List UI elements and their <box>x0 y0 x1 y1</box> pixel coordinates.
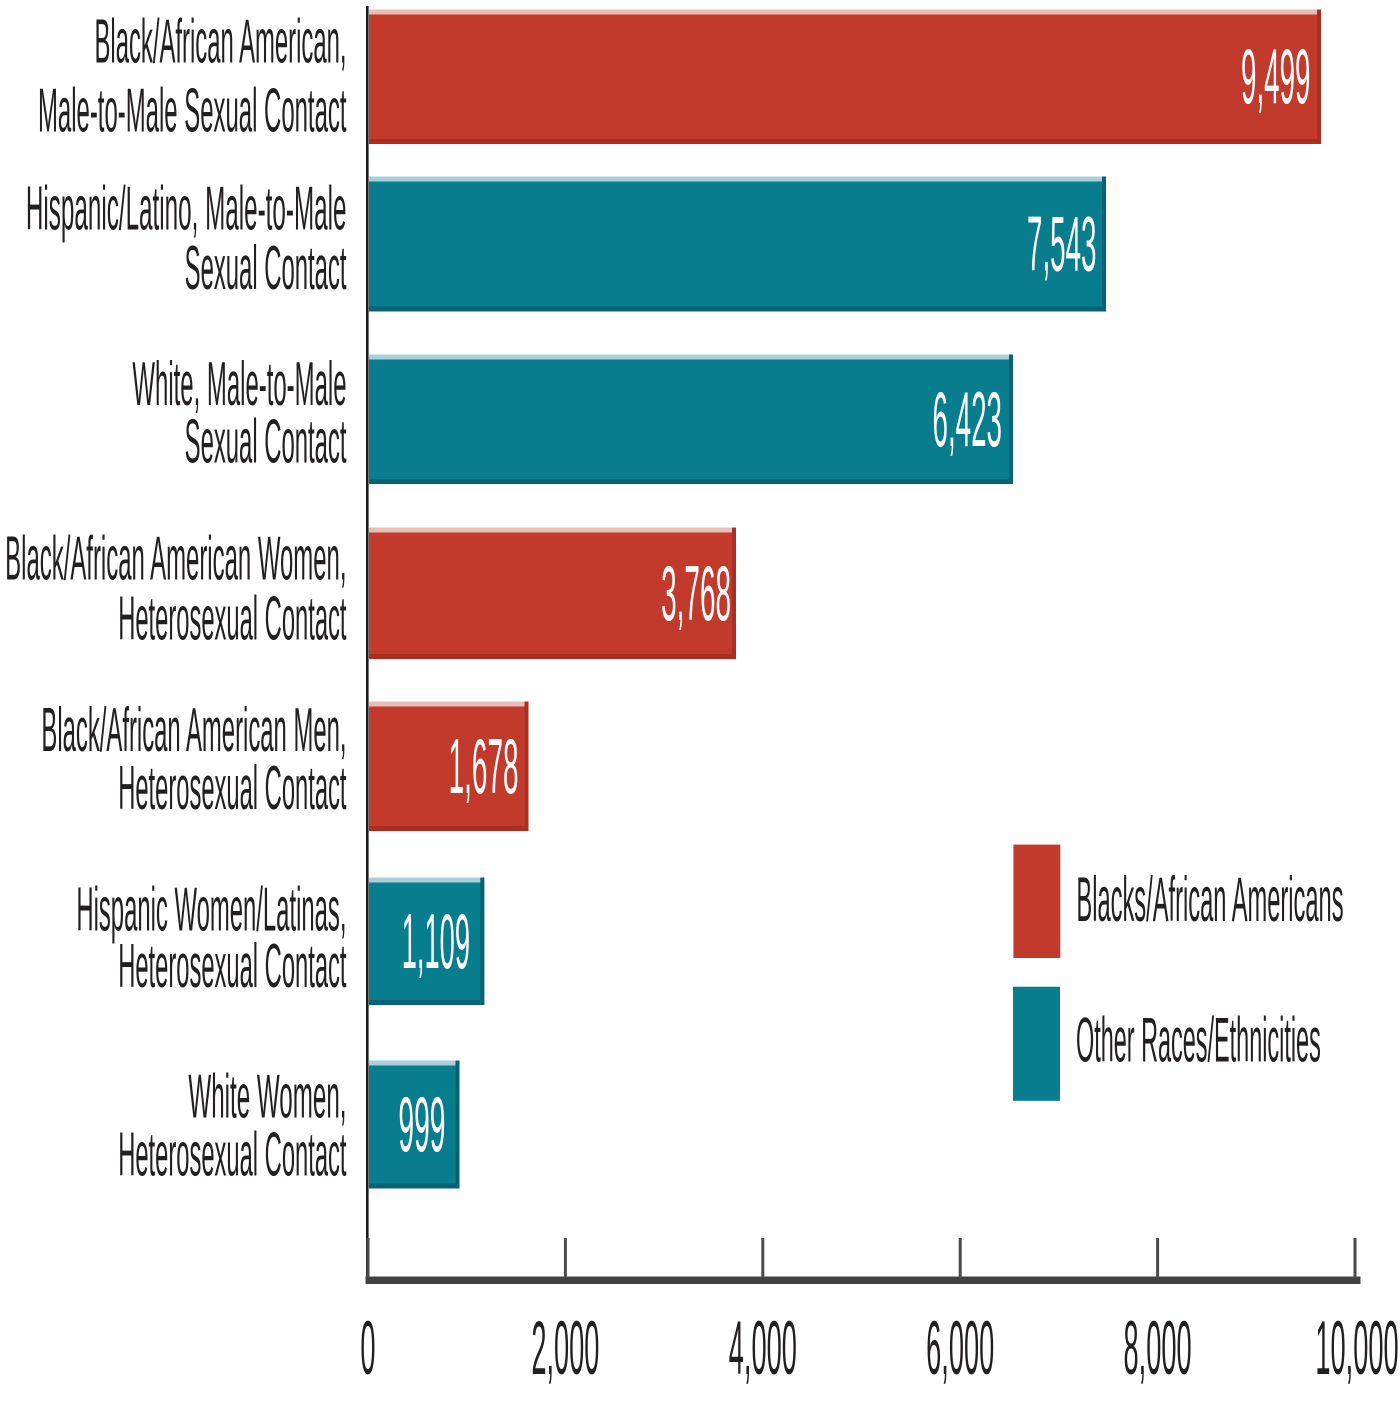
svg-text:1,109: 1,109 <box>402 898 470 985</box>
svg-text:Black/African American Women,: Black/African American Women, <box>5 523 346 593</box>
svg-text:Heterosexual Contact: Heterosexual Contact <box>118 584 346 653</box>
svg-text:Other Races/Ethnicities: Other Races/Ethnicities <box>1076 1006 1321 1076</box>
svg-text:Heterosexual Contact: Heterosexual Contact <box>118 932 346 1001</box>
svg-text:Black/African American,: Black/African American, <box>94 6 346 76</box>
svg-text:Sexual Contact: Sexual Contact <box>185 232 347 302</box>
svg-text:Sexual Contact: Sexual Contact <box>185 406 347 476</box>
svg-text:8,000: 8,000 <box>1124 1306 1192 1391</box>
svg-text:Hispanic Women/Latinas,: Hispanic Women/Latinas, <box>76 874 346 944</box>
svg-text:Black/African American Men,: Black/African American Men, <box>41 694 346 764</box>
svg-text:1,678: 1,678 <box>449 724 519 811</box>
svg-text:10,000: 10,000 <box>1315 1306 1398 1391</box>
svg-text:7,543: 7,543 <box>1027 201 1096 288</box>
svg-text:Blacks/African Americans: Blacks/African Americans <box>1076 865 1343 935</box>
svg-text:White, Male-to-Male: White, Male-to-Male <box>132 348 346 418</box>
svg-text:3,768: 3,768 <box>661 551 731 638</box>
svg-text:Hispanic/Latino, Male-to-Male: Hispanic/Latino, Male-to-Male <box>26 173 347 243</box>
svg-text:6,423: 6,423 <box>933 377 1002 464</box>
svg-text:999: 999 <box>398 1082 445 1168</box>
svg-text:0: 0 <box>360 1306 375 1391</box>
svg-text:White Women,: White Women, <box>188 1061 346 1131</box>
svg-text:Heterosexual Contact: Heterosexual Contact <box>118 754 346 823</box>
svg-text:6,000: 6,000 <box>926 1306 994 1391</box>
svg-text:2,000: 2,000 <box>531 1306 599 1391</box>
svg-text:9,499: 9,499 <box>1241 34 1310 121</box>
svg-text:4,000: 4,000 <box>729 1306 797 1391</box>
svg-text:Heterosexual Contact: Heterosexual Contact <box>118 1120 346 1189</box>
svg-text:Male-to-Male Sexual Contact: Male-to-Male Sexual Contact <box>38 75 347 145</box>
